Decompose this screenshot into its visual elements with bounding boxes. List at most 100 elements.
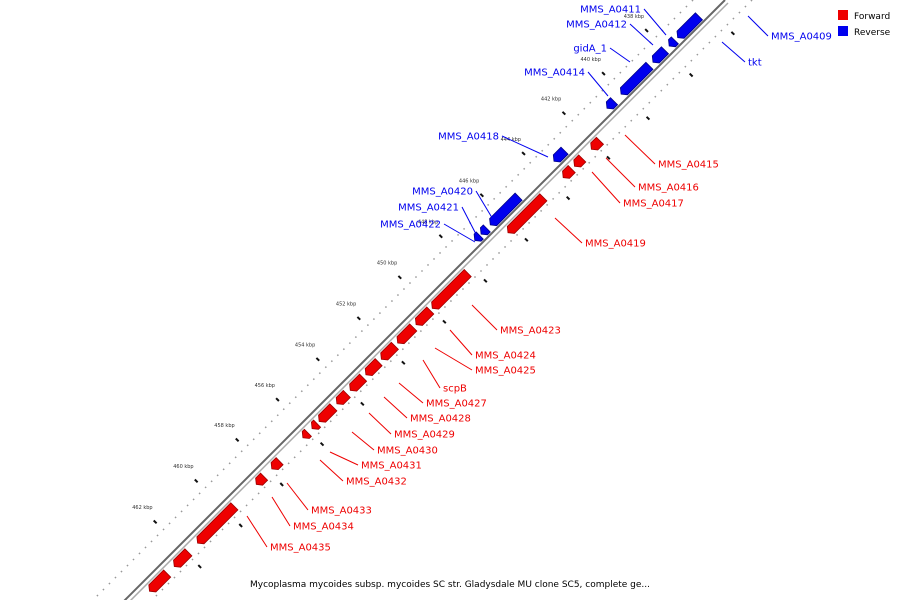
mms-a0432-label[interactable]: MMS_A0432: [346, 477, 407, 488]
mms-a0415-label[interactable]: MMS_A0415: [658, 160, 719, 171]
mms-a0431-label[interactable]: MMS_A0431: [361, 461, 422, 472]
mms-a0418-label[interactable]: MMS_A0418: [438, 132, 499, 143]
mms-a0433-gene-arrow[interactable]: [270, 457, 284, 471]
mms-a0434-label[interactable]: MMS_A0434: [293, 522, 354, 533]
mms-a0411-gene-arrow[interactable]: [668, 36, 679, 48]
mms-a0435-c-gene-arrow[interactable]: [148, 569, 172, 593]
mms-a0416-label[interactable]: MMS_A0416: [638, 183, 699, 194]
mms-a0416-gene[interactable]: [573, 154, 587, 168]
gida-1-label[interactable]: gidA_1: [573, 44, 607, 55]
mms-a0432-gene-arrow[interactable]: [301, 428, 312, 439]
mms-a0419-label[interactable]: MMS_A0419: [585, 239, 646, 250]
mms-a0428-gene-arrow[interactable]: [349, 373, 368, 392]
mms-a0415-gene-arrow[interactable]: [590, 136, 605, 151]
mms-a0424-label[interactable]: MMS_A0424: [475, 351, 536, 362]
mms-a0435-gene[interactable]: [196, 502, 239, 545]
kbp-tick-444-minor-mark: [565, 195, 571, 201]
gida-1-gene-arrow[interactable]: [619, 61, 654, 96]
mms-a0414-gene-arrow[interactable]: [605, 97, 619, 110]
mms-a0417-leader: [591, 171, 621, 204]
mms-a0420-gene-arrow[interactable]: [489, 192, 523, 227]
mms-a0431-gene[interactable]: [310, 419, 322, 430]
mms-a0418-gene[interactable]: [552, 146, 569, 163]
mms-a0423-gene[interactable]: [431, 268, 472, 310]
mms-a0424-gene[interactable]: [414, 306, 435, 326]
mms-a0427-label[interactable]: MMS_A0427: [426, 399, 487, 410]
mms-a0412-label[interactable]: MMS_A0412: [566, 20, 627, 31]
mms-a0414-gene[interactable]: [605, 97, 619, 110]
kbp-tick-446-minor-mark: [524, 237, 529, 242]
kbp-tick-456-label: 456 kbp: [255, 383, 275, 389]
mms-a0409-gene-arrow[interactable]: [676, 12, 704, 39]
mms-a0411-label[interactable]: MMS_A0411: [580, 5, 641, 16]
kbp-tick-448-minor-mark: [483, 278, 488, 283]
mms-a0432-gene[interactable]: [301, 428, 312, 439]
mms-a0421-gene-arrow[interactable]: [479, 224, 491, 236]
mms-a0435-label[interactable]: MMS_A0435: [270, 543, 331, 554]
mms-a0420-gene[interactable]: [489, 192, 523, 227]
mms-a0415-gene[interactable]: [590, 136, 605, 151]
mms-a0416-leader: [605, 157, 636, 188]
kbp-tick-458-label: 458 kbp: [214, 423, 234, 429]
mms-a0416-gene-arrow[interactable]: [573, 154, 587, 168]
mms-a0435-b-gene-arrow[interactable]: [173, 548, 193, 568]
tkt-label[interactable]: tkt: [748, 58, 762, 69]
mms-a0433-label[interactable]: MMS_A0433: [311, 506, 372, 517]
mms-a0421-gene[interactable]: [479, 224, 491, 236]
mms-a0435-b-gene[interactable]: [173, 548, 193, 568]
mms-a0417-gene-arrow[interactable]: [562, 164, 576, 179]
mms-a0425-gene[interactable]: [396, 323, 418, 345]
mms-a0420-label[interactable]: MMS_A0420: [412, 187, 473, 198]
mms-a0434-leader: [271, 496, 291, 527]
mms-a0424-gene-arrow[interactable]: [414, 306, 435, 326]
kbp-tick-462-minor-mark: [197, 564, 202, 569]
gida-1-gene[interactable]: [619, 61, 654, 96]
mms-a0423-leader: [471, 304, 498, 331]
mms-a0417-label[interactable]: MMS_A0417: [623, 199, 684, 210]
mms-a0429-leader: [368, 412, 392, 435]
mms-a0427-gene[interactable]: [364, 358, 383, 377]
mms-a0419-gene-arrow[interactable]: [506, 193, 548, 234]
mms-a0430-gene-arrow[interactable]: [318, 403, 338, 423]
scpb-gene-arrow[interactable]: [380, 341, 399, 361]
mms-a0435-c-gene[interactable]: [148, 569, 172, 593]
mms-a0427-gene-arrow[interactable]: [364, 358, 383, 377]
mms-a0428-label[interactable]: MMS_A0428: [410, 414, 471, 425]
mms-a0414-label[interactable]: MMS_A0414: [524, 68, 585, 79]
mms-a0429-label[interactable]: MMS_A0429: [394, 430, 455, 441]
mms-a0419-gene[interactable]: [506, 193, 548, 234]
mms-a0412-gene[interactable]: [651, 46, 670, 64]
mms-a0434-gene-arrow[interactable]: [255, 472, 269, 486]
mms-a0430-gene[interactable]: [318, 403, 338, 423]
mms-a0433-gene[interactable]: [270, 457, 284, 471]
mms-a0421-label[interactable]: MMS_A0421: [398, 203, 459, 214]
kbp-tick-440-label: 440 kbp: [581, 57, 601, 63]
mms-a0428-gene[interactable]: [349, 373, 368, 392]
scpb-label[interactable]: scpB: [443, 384, 467, 395]
scpb-gene[interactable]: [380, 341, 399, 361]
mms-a0417-gene[interactable]: [562, 164, 576, 179]
mms-a0423-label[interactable]: MMS_A0423: [500, 326, 561, 337]
kbp-tick-452-mark: [356, 316, 361, 321]
kbp-tick-450-label: 450 kbp: [377, 261, 397, 267]
mms-a0434-gene[interactable]: [255, 472, 269, 486]
mms-a0412-gene-arrow[interactable]: [651, 46, 670, 64]
mms-a0429-gene[interactable]: [335, 389, 351, 405]
mms-a0435-leader: [246, 515, 268, 548]
mms-a0431-gene-arrow[interactable]: [310, 419, 322, 430]
mms-a0425-label[interactable]: MMS_A0425: [475, 366, 536, 377]
mms-a0423-gene-arrow[interactable]: [431, 268, 472, 310]
mms-a0425-leader: [434, 347, 473, 371]
backbone-line-a: [123, 0, 726, 600]
mms-a0425-gene-arrow[interactable]: [396, 323, 418, 345]
mms-a0411-gene[interactable]: [668, 36, 679, 48]
mms-a0422-label[interactable]: MMS_A0422: [380, 220, 441, 231]
mms-a0409-right-leader: [747, 15, 769, 37]
mms-a0429-gene-arrow[interactable]: [335, 389, 351, 405]
mms-a0409-gene[interactable]: [676, 12, 704, 39]
mms-a0418-gene-arrow[interactable]: [552, 146, 569, 163]
map-caption: Mycoplasma mycoides subsp. mycoides SC s…: [250, 580, 650, 590]
mms-a0435-gene-arrow[interactable]: [196, 502, 239, 545]
mms-a0430-label[interactable]: MMS_A0430: [377, 446, 438, 457]
mms-a0409-right-label[interactable]: MMS_A0409: [771, 32, 832, 43]
